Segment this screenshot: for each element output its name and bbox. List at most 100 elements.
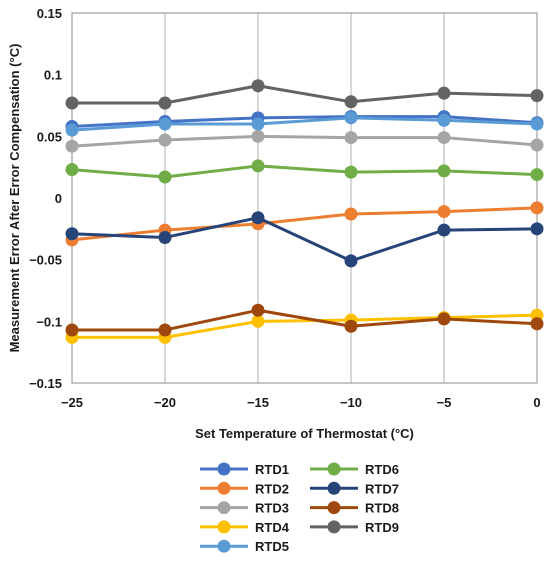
legend-label: RTD2 [255,481,289,496]
data-point [530,168,544,182]
series-rtd7 [65,211,544,268]
x-axis-ticks: −25 −20 −15 −10 −5 0 [61,395,541,410]
x-tick-label: −15 [247,395,269,410]
legend-item-rtd9: RTD9 [310,520,399,535]
data-point [158,230,172,244]
legend-swatch-marker [327,520,341,534]
legend-swatch-marker [217,539,231,553]
data-point [344,207,358,221]
series-line [72,308,538,332]
series-line [71,216,538,263]
series-rtd8 [65,303,544,337]
data-point [65,139,79,153]
legend-label: RTD8 [365,501,399,516]
data-point [344,111,358,125]
data-point [344,254,358,268]
y-axis-ticks: −0.15 −0.1 −0.05 0 0.05 0.1 0.15 [29,6,62,391]
data-point [251,117,265,131]
y-tick-label: −0.05 [29,253,62,268]
legend-item-rtd6: RTD6 [310,462,399,477]
series-line [71,164,538,179]
y-tick-label: 0.15 [37,6,62,21]
plot-frame [71,12,538,384]
data-point [437,86,451,100]
legend-item-rtd5: RTD5 [200,539,289,554]
data-point [437,131,451,145]
data-point [158,170,172,184]
legend-label: RTD4 [255,520,290,535]
legend-swatch-marker [327,481,341,495]
data-point [251,79,265,93]
legend-label: RTD5 [255,539,289,554]
legend-swatch-marker [217,520,231,534]
data-point [437,164,451,178]
x-tick-label: −5 [437,395,452,410]
data-point [65,96,79,110]
data-point [437,113,451,127]
legend-swatch-marker [217,481,231,495]
x-tick-label: −10 [340,395,362,410]
data-point [530,201,544,215]
data-point [251,314,265,328]
legend-label: RTD6 [365,462,399,477]
data-point [530,317,544,331]
y-axis-title: Measurement Error After Error Compensati… [7,44,22,353]
data-point [530,138,544,152]
legend-item-rtd2: RTD2 [200,481,289,496]
data-point [65,163,79,177]
legend-item-rtd7: RTD7 [310,481,399,496]
y-tick-label: 0.1 [44,68,62,83]
series-rtd6 [65,159,544,184]
series-line [71,116,538,132]
data-point [251,129,265,143]
series-line [72,313,538,339]
plot-area [72,13,537,383]
legend-swatch-marker [327,501,341,515]
series-line [72,84,538,105]
legend-item-rtd8: RTD8 [310,501,399,516]
data-point [158,323,172,337]
x-tick-label: −20 [154,395,176,410]
x-axis-title: Set Temperature of Thermostat (°C) [195,426,414,441]
legend-label: RTD1 [255,462,289,477]
y-tick-label: −0.15 [29,376,62,391]
data-point [158,96,172,110]
data-point [344,319,358,333]
data-point [251,159,265,173]
data-point [65,123,79,137]
data-point [530,117,544,131]
legend-label: RTD7 [365,481,399,496]
legend-label: RTD3 [255,501,289,516]
data-point [158,133,172,147]
x-tick-label: −25 [61,395,83,410]
legend-swatch-marker [217,462,231,476]
data-point [344,131,358,145]
legend-item-rtd1: RTD1 [200,462,289,477]
series-line [71,134,538,148]
legend-swatch-marker [327,462,341,476]
y-tick-label: 0 [55,191,62,206]
legend-label: RTD9 [365,520,399,535]
y-tick-label: −0.1 [36,314,62,329]
data-point [158,117,172,131]
series-rtd9 [65,79,544,110]
legend-item-rtd4: RTD4 [200,520,290,535]
data-point [65,227,79,241]
series-line [71,206,538,242]
legend-item-rtd3: RTD3 [200,501,289,516]
series-line [71,115,538,128]
data-point [530,222,544,236]
data-point [437,312,451,326]
y-tick-label: 0.05 [37,129,62,144]
series-rtd3 [65,129,544,153]
series-lines [65,79,544,344]
legend-swatch-marker [217,501,231,515]
series-rtd5 [65,111,544,137]
data-point [251,211,265,225]
data-point [344,95,358,109]
data-point [251,303,265,317]
x-tick-label: 0 [533,395,540,410]
data-point [437,205,451,219]
data-point [65,323,79,337]
